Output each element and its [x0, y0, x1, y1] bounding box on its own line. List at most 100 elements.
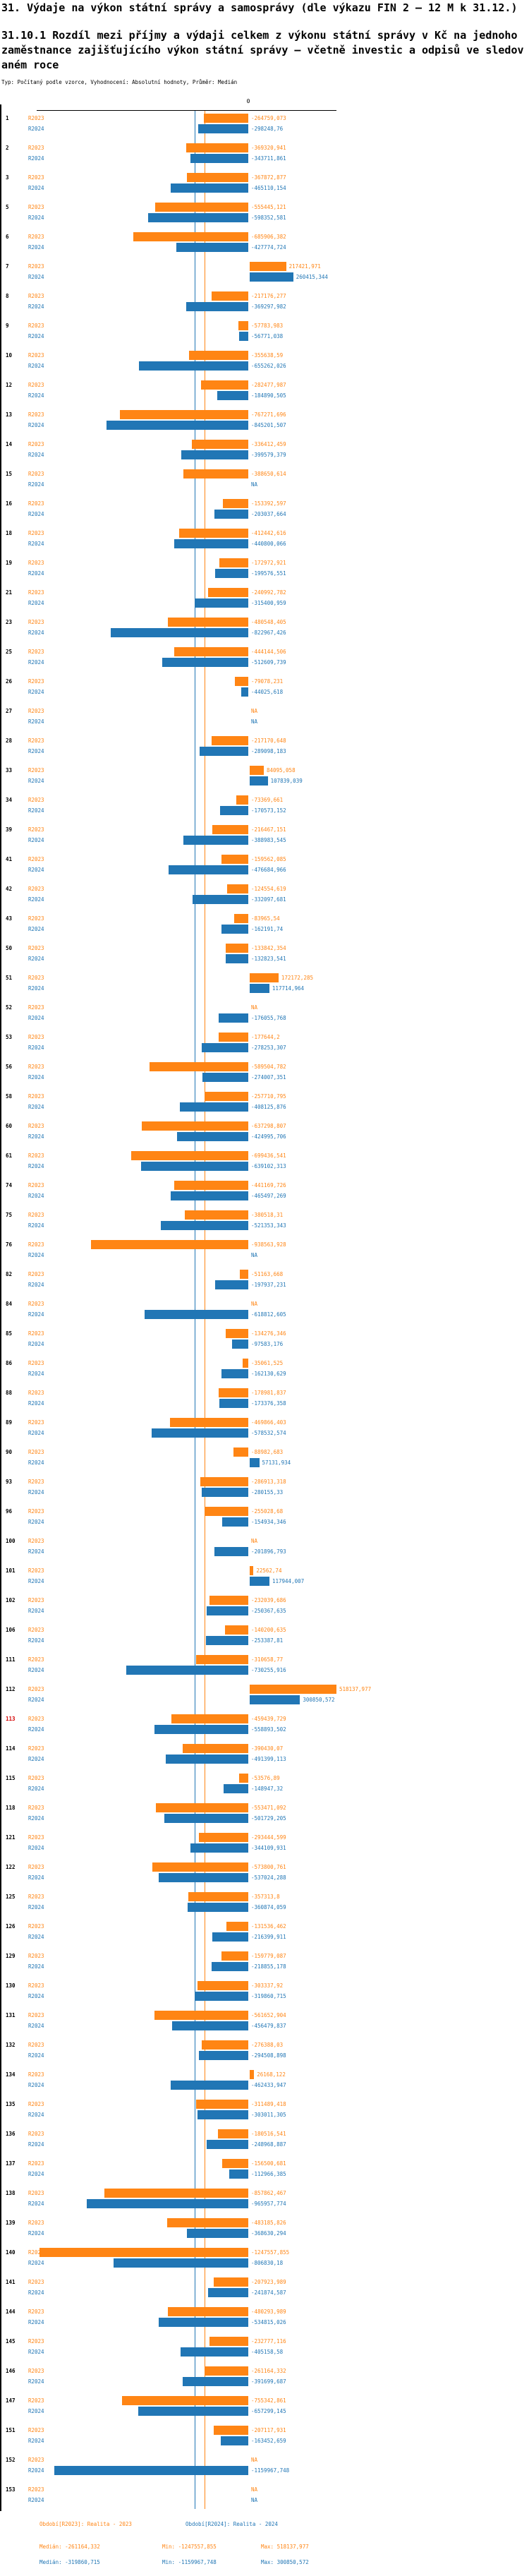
series-label-r2023: R2023: [28, 234, 44, 240]
row-number: 129: [6, 1953, 16, 1959]
series-label-r2024: R2024: [28, 1578, 44, 1584]
series-label-r2023: R2023: [28, 1686, 44, 1692]
row-number: 27: [6, 708, 13, 714]
series-label-r2023: R2023: [28, 1449, 44, 1455]
value-label-r2024: -319860,715: [251, 1993, 286, 1999]
row-number: 146: [6, 2368, 16, 2374]
value-label-r2023: -311489,418: [251, 2101, 286, 2107]
bar-r2024: [221, 2436, 248, 2445]
series-label-r2024: R2024: [28, 1311, 44, 1318]
value-label-r2024: -558893,502: [251, 1726, 286, 1733]
bar-r2024: [214, 1547, 248, 1556]
bar-r2024: [145, 1310, 248, 1319]
value-label-r2024: -344109,931: [251, 1845, 286, 1851]
value-label-r2023: NA: [251, 708, 258, 714]
series-label-r2023: R2023: [28, 1656, 44, 1663]
row-number: 125: [6, 1894, 16, 1900]
value-label-r2024: -822967,426: [251, 630, 286, 636]
bar-r2024: [141, 1162, 248, 1171]
series-label-r2023: R2023: [28, 589, 44, 596]
value-label-r2023: 26168,122: [257, 2071, 286, 2078]
bar-r2023: [250, 766, 264, 775]
value-label-r2024: -424995,706: [251, 1133, 286, 1140]
bar-r2024: [250, 272, 293, 282]
bar-r2023: [226, 1922, 248, 1931]
row-number: 7: [6, 263, 9, 270]
value-label-r2024: -170573,152: [251, 807, 286, 814]
value-label-r2023: -699436,541: [251, 1152, 286, 1159]
bar-r2023: [218, 1388, 248, 1397]
bar-r2023: [227, 884, 248, 893]
row-number: 9: [6, 323, 9, 329]
value-label-r2024: -173376,358: [251, 1400, 286, 1407]
value-label-r2023: 217421,971: [288, 263, 321, 270]
bar-r2024: [193, 895, 248, 904]
bar-r2024: [221, 1369, 248, 1378]
bar-r2024: [174, 539, 248, 548]
value-label-r2023: -469866,403: [251, 1419, 286, 1426]
bar-r2023: [239, 1774, 248, 1783]
row-number: 114: [6, 1745, 16, 1752]
series-label-r2023: R2023: [28, 115, 44, 121]
value-label-r2023: -441169,726: [251, 1182, 286, 1188]
value-label-r2024: -294508,898: [251, 2052, 286, 2059]
series-label-r2024: R2024: [28, 2260, 44, 2266]
bar-r2023: [188, 351, 248, 360]
value-label-r2023: -216467,151: [251, 826, 286, 833]
series-label-r2023: R2023: [28, 1508, 44, 1515]
bar-r2024: [217, 391, 248, 400]
value-label-r2023: -53576,89: [251, 1775, 280, 1781]
bar-r2023: [204, 114, 248, 123]
bar-r2023: [213, 2426, 248, 2435]
value-label-r2024: -248968,887: [251, 2141, 286, 2148]
bar-r2023: [183, 1744, 248, 1753]
report-meta: Typ: Počítaný podle vzorce, Vyhodnocení:…: [1, 79, 238, 85]
series-label-r2024: R2024: [28, 1104, 44, 1110]
series-label-r2023: R2023: [28, 945, 44, 951]
value-label-r2023: -255028,68: [251, 1508, 284, 1515]
row-number: 96: [6, 1508, 13, 1515]
value-label-r2024: 300850,572: [303, 1697, 335, 1703]
series-label-r2023: R2023: [28, 738, 44, 744]
value-label-r2024: -806830,18: [251, 2260, 284, 2266]
bar-r2023: [196, 2100, 248, 2109]
value-label-r2024: 117714,964: [272, 985, 305, 992]
series-label-r2023: R2023: [28, 323, 44, 329]
row-number: 51: [6, 975, 13, 981]
series-label-r2024: R2024: [28, 1993, 44, 1999]
row-number: 147: [6, 2397, 16, 2404]
bar-r2023: [155, 1803, 248, 1812]
value-label-r2024: NA: [251, 718, 258, 725]
row-number: 135: [6, 2101, 16, 2107]
series-label-r2023: R2023: [28, 1923, 44, 1930]
value-label-r2023: -177644,2: [251, 1034, 280, 1040]
value-label-r2023: -159562,085: [251, 856, 286, 862]
value-label-r2024: -97583,176: [251, 1341, 284, 1347]
value-label-r2023: -217170,648: [251, 738, 286, 744]
value-label-r2023: -217176,277: [251, 293, 286, 299]
value-label-r2024: -289098,183: [251, 748, 286, 754]
row-number: 126: [6, 1923, 16, 1930]
series-label-r2023: R2023: [28, 1834, 44, 1841]
bar-r2023: [174, 647, 248, 656]
row-number: 16: [6, 500, 13, 507]
series-label-r2024: R2024: [28, 1845, 44, 1851]
series-label-r2023: R2023: [28, 352, 44, 359]
value-label-r2023: NA: [251, 1301, 258, 1307]
row-number: 61: [6, 1152, 13, 1159]
series-label-r2024: R2024: [28, 244, 44, 251]
bar-r2023: [218, 2129, 248, 2138]
bar-r2024: [168, 865, 248, 874]
value-label-r2024: -360874,059: [251, 1904, 286, 1910]
series-label-r2023: R2023: [28, 1982, 44, 1989]
bar-r2024: [190, 1843, 248, 1853]
series-label-r2024: R2024: [28, 1341, 44, 1347]
value-label-r2023: -178981,837: [251, 1390, 286, 1396]
bar-r2023: [199, 1833, 248, 1842]
bar-r2024: [176, 243, 248, 252]
series-label-r2023: R2023: [28, 1004, 44, 1011]
bar-r2023: [174, 1181, 248, 1190]
value-label-r2023: -573800,761: [251, 1864, 286, 1870]
row-number: 28: [6, 738, 13, 744]
